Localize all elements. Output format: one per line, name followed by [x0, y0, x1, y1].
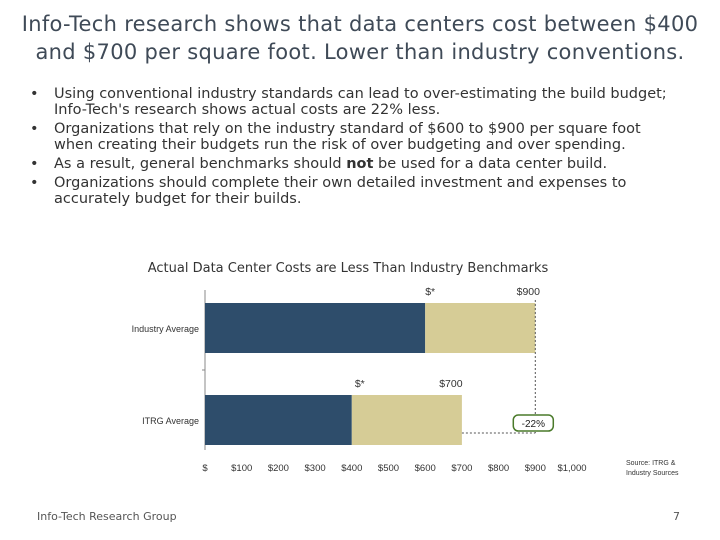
- bullet-item: • As a result, general benchmarks should …: [30, 156, 680, 172]
- x-tick-label: $1,000: [557, 463, 586, 474]
- bullet-text-post: be used for a data center build.: [373, 156, 608, 172]
- x-tick-label: $800: [488, 463, 509, 474]
- x-tick-label: $900: [525, 463, 546, 474]
- x-tick-label: $600: [415, 463, 436, 474]
- bar-range-0: [425, 303, 536, 353]
- bar-low-label: $*: [425, 286, 435, 298]
- bullet-marker: •: [30, 86, 39, 102]
- bullet-marker: •: [30, 175, 39, 191]
- x-tick-label: $300: [305, 463, 326, 474]
- x-tick-label: $400: [341, 463, 362, 474]
- bullet-text: Organizations that rely on the industry …: [54, 121, 641, 153]
- source-note: Source: ITRG &: [626, 460, 676, 467]
- annotation-label: -22%: [522, 419, 545, 430]
- bullet-item: • Organizations that rely on the industry…: [30, 121, 680, 153]
- x-tick-label: $700: [451, 463, 472, 474]
- bar-low-0: [205, 303, 426, 353]
- x-tick-label: $500: [378, 463, 399, 474]
- chart-title: Actual Data Center Costs are Less Than I…: [147, 261, 549, 276]
- bar-high-label: $700: [439, 378, 463, 390]
- bar-low-label: $*: [355, 378, 365, 390]
- category-label: Industry Average: [132, 324, 199, 334]
- bullet-marker: •: [30, 156, 39, 172]
- bullet-marker: •: [30, 121, 39, 137]
- footer-org: Info-Tech Research Group: [37, 510, 177, 523]
- bar-high-label: $900: [517, 286, 541, 298]
- annotation-box: [512, 414, 555, 432]
- x-tick-label: $: [202, 463, 208, 474]
- bar-low-1: [205, 395, 352, 445]
- bullet-item: • Organizations should complete their own…: [30, 175, 680, 207]
- bullet-text: Organizations should complete their own …: [54, 175, 627, 207]
- x-tick-label: $200: [268, 463, 289, 474]
- bullet-list: • Using conventional industry standards c…: [30, 86, 680, 210]
- bar-range-1: [351, 395, 462, 445]
- slide-title: Info-Tech research shows that data cente…: [21, 12, 699, 64]
- bullet-text: Using conventional industry standards ca…: [54, 86, 667, 118]
- category-label: ITRG Average: [142, 416, 199, 426]
- bullet-text-bold: not: [346, 156, 374, 172]
- page-number: 7: [673, 510, 680, 523]
- x-tick-label: $100: [231, 463, 252, 474]
- bullet-text-pre: As a result, general benchmarks should: [54, 156, 347, 172]
- bullet-item: • Using conventional industry standards c…: [30, 86, 680, 118]
- source-note: Industry Sources: [626, 470, 679, 477]
